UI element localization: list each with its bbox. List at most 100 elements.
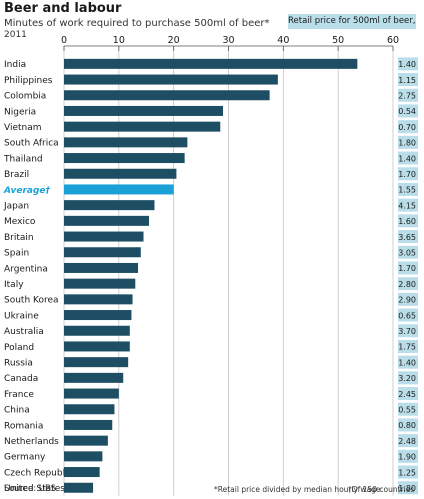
bar xyxy=(64,215,149,226)
price-value: 0.54 xyxy=(398,107,416,116)
x-tick-label: 60 xyxy=(387,35,399,46)
bar xyxy=(64,388,119,399)
price-value: 1.60 xyxy=(398,217,416,226)
price-cell xyxy=(398,371,418,385)
price-value: 3.70 xyxy=(398,327,416,336)
category-label: Spain xyxy=(4,249,29,259)
x-tick-label: 50 xyxy=(332,35,344,46)
bar xyxy=(64,90,270,101)
price-value: 1.15 xyxy=(398,76,416,85)
price-value: 1.55 xyxy=(398,186,416,195)
category-label: Netherlands xyxy=(4,437,59,447)
category-label: Japan xyxy=(3,201,29,211)
price-value: 1.80 xyxy=(398,484,416,493)
bar xyxy=(64,435,108,446)
price-value: 0.80 xyxy=(398,421,416,430)
category-label: Britain xyxy=(4,233,34,243)
bar xyxy=(64,482,94,493)
category-label: Italy xyxy=(4,280,24,290)
category-label: Argentina xyxy=(4,264,48,274)
price-value: 3.20 xyxy=(398,374,416,383)
bar xyxy=(64,231,144,242)
chart-title: Beer and labour xyxy=(4,1,122,16)
bar xyxy=(64,262,139,273)
bar xyxy=(64,467,100,478)
price-cell xyxy=(398,182,418,196)
chart-year: 2011 xyxy=(4,30,27,40)
bar xyxy=(64,168,177,179)
bar xyxy=(64,200,155,211)
category-label: Canada xyxy=(4,374,38,384)
category-label: Nigeria xyxy=(4,107,36,117)
price-value: 2.45 xyxy=(398,390,416,399)
price-value: 2.75 xyxy=(398,91,416,100)
price-cell xyxy=(398,104,418,118)
price-value: 0.65 xyxy=(398,311,416,320)
price-cell xyxy=(398,135,418,149)
bar xyxy=(64,121,221,132)
chart-subtitle: Minutes of work required to purchase 500… xyxy=(4,18,270,29)
bar xyxy=(64,404,115,415)
x-tick-label: 20 xyxy=(168,35,180,46)
category-label: India xyxy=(4,60,26,70)
bar xyxy=(64,247,141,258)
bar xyxy=(64,58,358,69)
price-value: 3.05 xyxy=(398,248,416,257)
bar xyxy=(64,357,129,368)
bar xyxy=(64,294,133,305)
x-tick-label: 10 xyxy=(113,35,125,46)
average-footnote: †Of 150 countries xyxy=(348,485,415,494)
price-cell xyxy=(398,198,418,212)
category-label: South Korea xyxy=(4,296,59,306)
price-value: 1.25 xyxy=(398,468,416,477)
price-cell xyxy=(398,73,418,87)
bar xyxy=(64,153,185,164)
price-value: 1.40 xyxy=(398,60,416,69)
category-label: Russia xyxy=(4,358,33,368)
category-label: Colombia xyxy=(4,92,46,102)
category-label: Ukraine xyxy=(4,311,39,321)
x-tick-label: 40 xyxy=(277,35,289,46)
price-cell xyxy=(398,387,418,401)
price-cell xyxy=(398,434,418,448)
price-footnote: *Retail price divided by median hourly w… xyxy=(214,485,381,494)
source-note: Source: UBS xyxy=(4,484,57,494)
price-cell xyxy=(398,324,418,338)
price-value: 1.70 xyxy=(398,170,416,179)
category-label: Thailand xyxy=(3,154,43,164)
bar xyxy=(64,419,113,430)
price-cell xyxy=(398,88,418,102)
price-value: 1.90 xyxy=(398,453,416,462)
price-value: 1.70 xyxy=(398,264,416,273)
bar xyxy=(64,325,130,336)
bar xyxy=(64,278,136,289)
bar xyxy=(64,105,224,116)
price-value: 2.48 xyxy=(398,437,416,446)
price-column-header: Retail price for 500ml of beer, $, 2011 xyxy=(288,14,416,29)
category-label: France xyxy=(4,390,34,400)
price-cell xyxy=(398,402,418,416)
category-label: Czech Republic xyxy=(4,468,73,478)
category-label: Average† xyxy=(3,186,51,196)
bar xyxy=(64,451,103,462)
price-cell xyxy=(398,57,418,71)
category-label: Poland xyxy=(4,343,34,353)
category-label: United States xyxy=(4,484,65,494)
price-value: 4.15 xyxy=(398,201,416,210)
price-value: 1.80 xyxy=(398,139,416,148)
price-cell xyxy=(398,277,418,291)
price-cell xyxy=(398,292,418,306)
price-cell xyxy=(398,245,418,259)
price-cell xyxy=(398,167,418,181)
bar xyxy=(64,341,130,352)
price-value: 2.80 xyxy=(398,280,416,289)
price-value: 1.40 xyxy=(398,154,416,163)
price-cell xyxy=(398,214,418,228)
category-label: South Africa xyxy=(4,139,59,149)
price-value: 1.75 xyxy=(398,343,416,352)
price-cell xyxy=(398,355,418,369)
price-value: 2.90 xyxy=(398,296,416,305)
category-label: Germany xyxy=(4,453,46,463)
price-value: 0.55 xyxy=(398,405,416,414)
category-label: Brazil xyxy=(4,170,29,180)
